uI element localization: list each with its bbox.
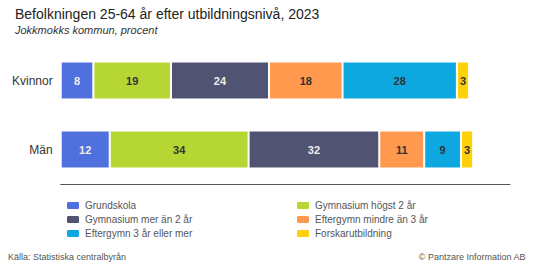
svg-text:32: 32 xyxy=(308,144,320,156)
svg-text:8: 8 xyxy=(74,75,80,87)
svg-text:18: 18 xyxy=(300,75,312,87)
svg-text:3: 3 xyxy=(460,75,466,87)
svg-text:© Pantzare Information AB: © Pantzare Information AB xyxy=(419,252,526,262)
svg-text:3: 3 xyxy=(464,144,470,156)
svg-text:Gymnasium högst 2 år: Gymnasium högst 2 år xyxy=(315,200,416,211)
svg-text:Eftergymn mindre än 3 år: Eftergymn mindre än 3 år xyxy=(315,214,428,225)
svg-text:19: 19 xyxy=(126,75,138,87)
svg-text:Jokkmokks kommun, procent: Jokkmokks kommun, procent xyxy=(14,24,158,36)
svg-text:Eftergymn 3 år eller mer: Eftergymn 3 år eller mer xyxy=(85,228,193,239)
svg-text:12: 12 xyxy=(79,144,91,156)
svg-text:28: 28 xyxy=(394,75,406,87)
svg-text:Män: Män xyxy=(29,143,52,157)
svg-text:34: 34 xyxy=(173,144,186,156)
svg-text:Källa: Statistiska centralbyrå: Källa: Statistiska centralbyrån xyxy=(8,252,126,262)
svg-text:Befolkningen 25-64 år efter ut: Befolkningen 25-64 år efter utbildningsn… xyxy=(15,6,320,22)
svg-text:Grundskola: Grundskola xyxy=(85,200,137,211)
svg-text:Kvinnor: Kvinnor xyxy=(12,74,53,88)
svg-text:11: 11 xyxy=(396,144,408,156)
svg-text:Forskarutbildning: Forskarutbildning xyxy=(315,228,392,239)
svg-text:9: 9 xyxy=(440,144,446,156)
svg-text:24: 24 xyxy=(214,75,227,87)
svg-text:Gymnasium mer än 2 år: Gymnasium mer än 2 år xyxy=(85,214,193,225)
